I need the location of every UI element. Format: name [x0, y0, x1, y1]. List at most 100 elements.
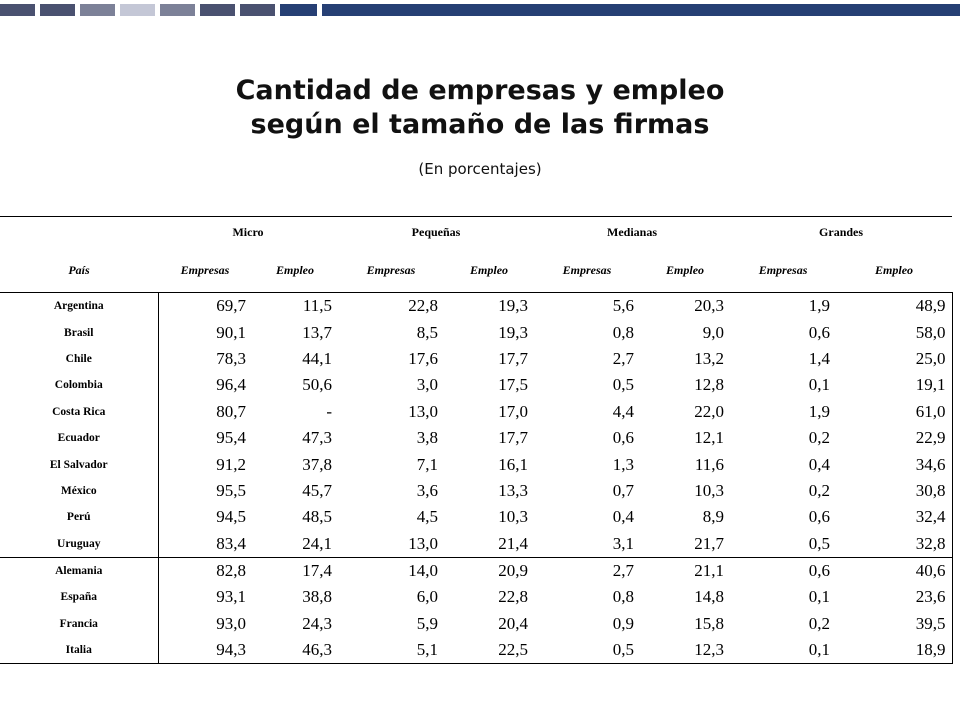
country-cell: Ecuador — [0, 424, 159, 452]
table-row: Argentina 69,7 11,5 22,8 19,3 5,6 20,3 1,9 48,9 — [0, 292, 953, 320]
value-cell: 13,0 — [408, 401, 439, 421]
value-cell: 6,0 — [416, 587, 439, 607]
table-row: Ecuador 95,4 47,3 3,8 17,7 0,6 12,1 0,2 22,9 — [0, 424, 953, 452]
sub-header-pais: País — [68, 262, 90, 277]
country-cell: Alemania — [0, 556, 159, 585]
value-cell: 5,9 — [416, 613, 439, 633]
value-cell: 0,1 — [808, 375, 831, 395]
value-cell: 69,7 — [157, 292, 252, 320]
value-cell: 24,1 — [302, 533, 333, 553]
value-cell: 40,6 — [836, 556, 953, 585]
value-cell: 0,1 — [730, 637, 837, 665]
value-cell: 4,5 — [416, 507, 439, 527]
value-cell: 48,5 — [302, 507, 333, 527]
value-cell: 82,8 — [157, 556, 252, 585]
value-cell: 14,0 — [338, 556, 445, 585]
country-cell: Argentina — [0, 292, 159, 320]
table-row: El Salvador 91,2 37,8 7,1 16,1 1,3 11,6 0,4 34,6 — [0, 451, 953, 478]
value-cell: 0,2 — [808, 428, 831, 448]
value-cell: 95,4 — [157, 424, 252, 452]
group-header-medianas: Medianas — [534, 216, 731, 248]
sub-header-empresas: Empresas — [562, 262, 612, 277]
value-cell: 38,8 — [302, 587, 333, 607]
value-cell: 19,1 — [836, 372, 953, 399]
value-cell: 13,3 — [498, 480, 529, 500]
value-cell: 50,6 — [302, 375, 333, 395]
value-cell: 3,1 — [612, 533, 635, 553]
value-cell: 22,9 — [836, 424, 953, 452]
value-cell: 0,4 — [612, 507, 635, 527]
value-cell: 44,1 — [302, 348, 333, 368]
group-header-micro: Micro — [158, 216, 339, 248]
value-cell: 0,2 — [808, 480, 831, 500]
value-cell: 2,7 — [612, 348, 635, 368]
country-cell: Chile — [0, 345, 159, 373]
value-cell: 32,8 — [836, 530, 953, 558]
value-cell: 0,2 — [808, 613, 831, 633]
country-cell: México — [0, 477, 159, 505]
value-cell: 78,3 — [157, 345, 252, 373]
value-cell: 17,5 — [498, 375, 529, 395]
value-cell: 21,7 — [694, 533, 725, 553]
value-cell: 5,6 — [534, 292, 641, 320]
value-cell: 91,2 — [157, 451, 252, 478]
value-cell: 17,6 — [408, 348, 439, 368]
table-row: Uruguay 83,4 24,1 13,0 21,4 3,1 21,7 0,5 32,8 — [0, 530, 953, 558]
bar-segment — [120, 4, 155, 16]
value-cell: 12,8 — [694, 375, 725, 395]
country-cell: Uruguay — [0, 530, 159, 558]
table-row: Italia 94,3 46,3 5,1 22,5 0,5 12,3 0,1 18,9 — [0, 637, 953, 665]
value-cell: 8,5 — [416, 322, 439, 342]
value-cell: 95,5 — [157, 477, 252, 505]
value-cell: 37,8 — [302, 454, 333, 474]
bar-segment — [322, 4, 960, 16]
value-cell: 12,1 — [694, 428, 725, 448]
value-cell: 0,8 — [612, 587, 635, 607]
value-cell: 19,3 — [498, 322, 529, 342]
sub-header-empleo: Empleo — [470, 262, 509, 277]
value-cell: 0,1 — [808, 587, 831, 607]
sub-header-empresas: Empresas — [758, 262, 808, 277]
sub-header-empleo: Empleo — [875, 262, 914, 277]
value-cell: 93,1 — [157, 584, 252, 611]
value-cell: 32,4 — [836, 504, 953, 531]
group-header-pequenas: Pequeñas — [338, 216, 535, 248]
value-cell: 20,3 — [640, 292, 731, 320]
table-row: Colombia 96,4 50,6 3,0 17,5 0,5 12,8 0,1 19,1 — [0, 372, 953, 399]
value-cell: 13,2 — [694, 348, 725, 368]
bar-segment — [40, 4, 75, 16]
value-cell: 17,4 — [252, 556, 339, 585]
sub-header-empresas: Empresas — [180, 262, 230, 277]
value-cell: 22,8 — [498, 587, 529, 607]
country-cell: Colombia — [0, 372, 159, 399]
value-cell: 0,6 — [612, 428, 635, 448]
value-cell: 17,0 — [498, 401, 529, 421]
table-row: Chile 78,3 44,1 17,6 17,7 2,7 13,2 1,4 25,0 — [0, 345, 953, 373]
value-cell: 83,4 — [157, 530, 252, 558]
country-cell: Italia — [0, 637, 159, 665]
value-cell: 1,3 — [612, 454, 635, 474]
data-table: Micro Pequeñas Medianas Grandes País Emp… — [0, 216, 953, 665]
value-cell: 20,4 — [498, 613, 529, 633]
value-cell: 12,3 — [640, 637, 731, 665]
value-cell: 9,0 — [702, 322, 725, 342]
value-cell: 1,9 — [730, 292, 837, 320]
value-cell: 11,5 — [252, 292, 339, 320]
table-row: México 95,5 45,7 3,6 13,3 0,7 10,3 0,2 30,8 — [0, 477, 953, 505]
value-cell: 96,4 — [157, 372, 252, 399]
value-cell: 10,3 — [498, 507, 529, 527]
value-cell: 94,5 — [157, 504, 252, 531]
value-cell: 48,9 — [836, 292, 953, 320]
group-header-row: Micro Pequeñas Medianas Grandes — [0, 216, 953, 248]
value-cell: 13,0 — [408, 533, 439, 553]
value-cell: 16,1 — [498, 454, 529, 474]
value-cell: 0,4 — [808, 454, 831, 474]
value-cell: 1,4 — [808, 348, 831, 368]
bar-segment — [160, 4, 195, 16]
value-cell: 47,3 — [302, 428, 333, 448]
table-row: Brasil 90,1 13,7 8,5 19,3 0,8 9,0 0,6 58,0 — [0, 319, 953, 346]
bar-segment — [280, 4, 317, 16]
country-cell: El Salvador — [0, 451, 159, 478]
value-cell: 21,4 — [498, 533, 529, 553]
value-cell: 0,6 — [808, 322, 831, 342]
